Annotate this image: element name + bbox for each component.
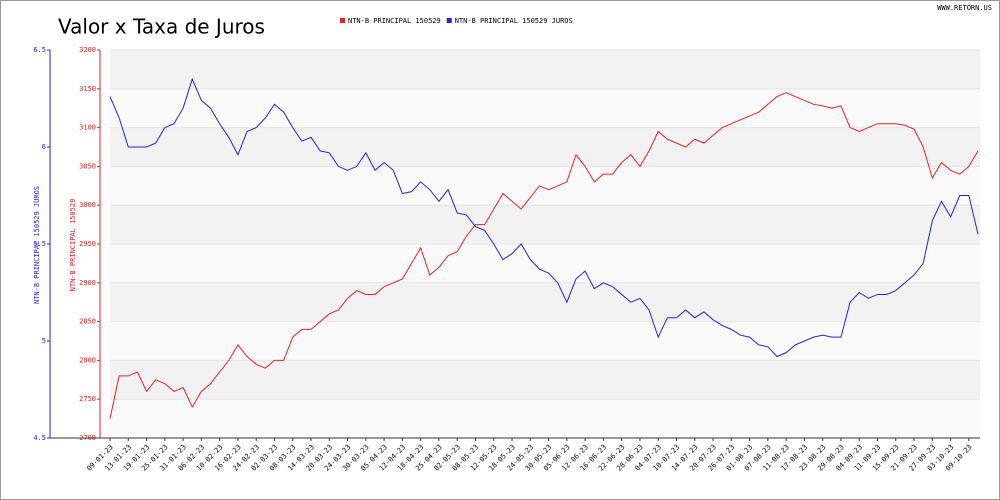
y-tick-label: 2900 <box>79 279 96 287</box>
legend-swatch <box>446 18 452 23</box>
y-tick-label: 2800 <box>79 356 96 364</box>
legend-swatch <box>340 18 345 23</box>
y2-tick-label: 6.5 <box>33 46 46 54</box>
band <box>110 88 980 128</box>
y-axis-title: NTN-B PRINCIPAL 150529 <box>69 199 77 292</box>
y-tick-label: 3150 <box>79 85 96 93</box>
y2-tick-label: 5 <box>42 337 46 345</box>
band <box>110 127 980 167</box>
y-tick-label: 3000 <box>79 201 96 209</box>
chart-title: Valor x Taxa de Juros <box>58 15 265 39</box>
y2-tick-label: 4.5 <box>33 434 46 442</box>
series-line <box>109 77 979 358</box>
legend-label: NTN-B PRINCIPAL 150529 <box>348 17 441 25</box>
legend-label: NTN-B PRINCIPAL 150529 JUROS <box>455 17 573 25</box>
y-tick-label: 2850 <box>79 318 96 326</box>
band <box>110 399 980 438</box>
series-line <box>109 92 979 419</box>
band <box>110 244 980 283</box>
band <box>110 321 980 361</box>
band <box>110 205 980 244</box>
band <box>110 360 980 400</box>
source: WWW.RETORN.US <box>937 4 992 12</box>
y-tick-label: 2950 <box>79 240 96 248</box>
y2-tick-label: 5.5 <box>33 240 46 248</box>
band <box>110 282 980 322</box>
y-tick-label: 2750 <box>79 395 96 403</box>
band <box>110 166 980 206</box>
y2-axis-title: NTN-B PRINCIPAL 150529 JUROS <box>33 186 41 304</box>
y-tick-label: 3050 <box>79 162 96 170</box>
y-tick-label: 3100 <box>79 124 96 132</box>
y2-tick-label: 6 <box>42 143 46 151</box>
y-tick-label: 3200 <box>79 46 96 54</box>
band <box>110 50 980 89</box>
